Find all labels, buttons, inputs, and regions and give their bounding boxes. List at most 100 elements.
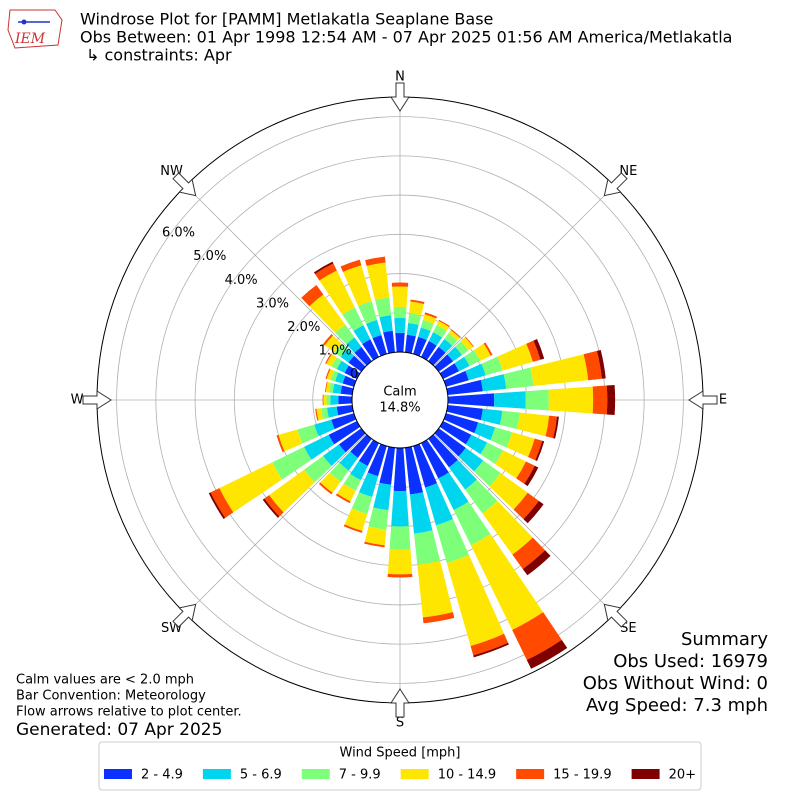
bar-segment <box>331 357 342 370</box>
bar-segment <box>516 412 550 437</box>
bar-segment <box>470 534 544 631</box>
r-tick-label: 2.0% <box>287 320 320 335</box>
bar-segment <box>348 355 366 372</box>
bar-segment <box>422 612 455 624</box>
bar-segment <box>512 612 562 660</box>
bar-segment <box>433 325 447 338</box>
legend-label: 2 - 4.9 <box>141 768 183 783</box>
bar-segment <box>297 424 319 444</box>
bar-segment <box>340 259 362 272</box>
bar-segment <box>446 554 505 647</box>
bar-segment <box>325 381 331 393</box>
bar-segment <box>523 500 544 524</box>
logo-outline <box>7 9 63 49</box>
bar-segment <box>454 356 470 372</box>
bar-segment <box>524 465 539 487</box>
bar-segment <box>447 346 463 362</box>
bar-segment <box>443 413 479 434</box>
direction-label: E <box>719 393 727 408</box>
flow-arrow <box>603 172 628 197</box>
legend-label: 15 - 19.9 <box>553 768 611 783</box>
bar-segment <box>301 284 324 307</box>
bar-segment <box>365 256 386 266</box>
bar-segment <box>373 482 392 511</box>
bar-segment <box>335 324 355 345</box>
bar-segment <box>303 434 335 460</box>
bar-segment <box>328 382 335 393</box>
bar-segment <box>405 334 416 354</box>
legend-swatch <box>103 769 132 779</box>
bar-segment <box>330 370 339 382</box>
bar-segment <box>379 315 393 333</box>
bar-segment <box>530 354 589 386</box>
bar-segment <box>428 332 443 346</box>
bar-segment <box>444 333 458 346</box>
bar-segment <box>320 472 341 493</box>
bar-segment <box>473 642 509 658</box>
calm-value: 14.8% <box>379 401 420 416</box>
bar-segment <box>424 312 438 319</box>
bar-segment <box>525 389 549 411</box>
bar-segment <box>408 313 422 325</box>
note-line: Bar Convention: Meteorology <box>16 689 206 704</box>
bar-segment <box>358 301 378 324</box>
bar-segment <box>342 375 357 387</box>
bar-segment <box>447 393 495 407</box>
bar-segment <box>465 336 474 347</box>
bar-segment <box>344 365 361 379</box>
bar-segment <box>516 461 535 484</box>
summary-line: Obs Used: 16979 <box>613 651 768 672</box>
bar-segment <box>434 354 454 372</box>
logo: IEM <box>7 9 63 49</box>
bar-segment <box>364 526 387 546</box>
bar-segment <box>343 473 361 491</box>
grid-spoke <box>433 433 615 615</box>
bar-segment <box>318 482 333 495</box>
bar-segment <box>323 444 346 467</box>
bar-segment <box>329 462 349 482</box>
bar-segment <box>535 440 545 462</box>
bar-segment <box>358 439 379 467</box>
bar-segment <box>533 338 545 360</box>
flow-arrow <box>82 390 112 410</box>
bar-segment <box>339 451 358 471</box>
flow-arrow <box>603 603 628 628</box>
bar-segment <box>448 330 461 341</box>
bar-segment <box>323 394 327 406</box>
bar-segment <box>428 434 458 468</box>
note-line: Flow arrows relative to plot center. <box>16 705 242 720</box>
calm-label: Calm <box>383 385 416 400</box>
bar-segment <box>366 319 382 339</box>
bar-segment <box>446 405 483 421</box>
bar-segment <box>526 639 568 669</box>
summary-line: Obs Without Wind: 0 <box>583 673 768 694</box>
bar-segment <box>269 469 315 513</box>
grid-spoke <box>185 433 367 615</box>
bar-segment <box>326 368 334 381</box>
chart-title: Windrose Plot for [PAMM] Metlakatla Seap… <box>80 10 493 29</box>
legend-label: 5 - 6.9 <box>240 768 282 783</box>
bar-segment <box>325 368 331 379</box>
bar-segment <box>304 455 332 483</box>
bar-segment <box>387 549 413 575</box>
bar-segment <box>409 492 433 534</box>
bar-segment <box>336 360 349 373</box>
bar-segment <box>362 339 379 361</box>
chart-subtitle: Obs Between: 01 Apr 1998 12:54 AM - 07 A… <box>80 28 732 47</box>
legend-swatch <box>202 769 231 779</box>
bar-segment <box>428 346 446 366</box>
flow-arrow <box>688 390 718 410</box>
bar-segment <box>512 537 546 569</box>
bar-segment <box>406 323 419 337</box>
bar-segment <box>309 294 346 334</box>
bar-segment <box>482 500 533 555</box>
bar-segment <box>375 297 392 318</box>
bar-segment <box>474 422 496 441</box>
bar-segment <box>326 354 337 367</box>
bar-segment <box>465 434 488 455</box>
legend-swatch <box>631 769 660 779</box>
bar-segment <box>393 306 407 319</box>
legend-title: Wind Speed [mph] <box>340 746 461 761</box>
flow-arrow <box>172 172 197 197</box>
